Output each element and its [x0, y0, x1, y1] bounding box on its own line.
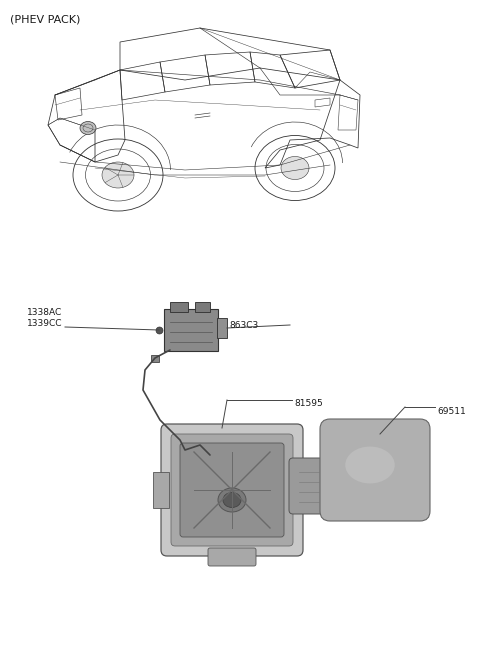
Text: 863C3: 863C3 [229, 321, 258, 329]
Ellipse shape [345, 447, 395, 483]
FancyBboxPatch shape [320, 419, 430, 521]
Ellipse shape [281, 157, 309, 180]
Text: 1338AC
1339CC: 1338AC 1339CC [26, 308, 62, 328]
FancyBboxPatch shape [161, 424, 303, 556]
Text: 69511: 69511 [437, 407, 466, 415]
Ellipse shape [102, 162, 134, 188]
FancyBboxPatch shape [171, 434, 293, 546]
Ellipse shape [218, 488, 246, 512]
Bar [195, 302, 210, 312]
Ellipse shape [80, 121, 96, 134]
Ellipse shape [223, 493, 241, 508]
Bar [153, 472, 169, 508]
Text: 81595: 81595 [294, 400, 323, 409]
FancyBboxPatch shape [289, 458, 329, 514]
FancyBboxPatch shape [208, 548, 256, 566]
Text: (PHEV PACK): (PHEV PACK) [10, 14, 80, 24]
Bar [151, 355, 159, 362]
FancyBboxPatch shape [164, 309, 218, 351]
Bar [170, 302, 188, 312]
FancyBboxPatch shape [180, 443, 284, 537]
Bar [217, 318, 227, 338]
